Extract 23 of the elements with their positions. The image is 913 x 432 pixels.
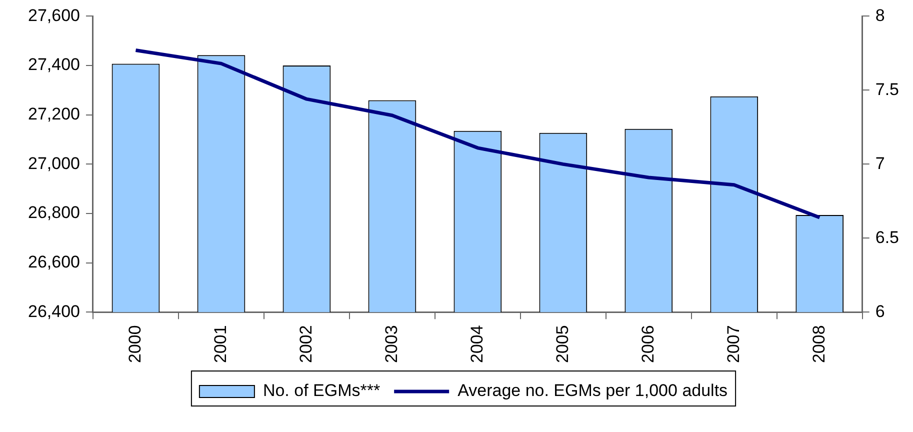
x-tick-label: 2002 xyxy=(296,325,316,364)
x-tick-label: 2007 xyxy=(724,325,743,364)
y-tick-label: 27,200 xyxy=(28,104,80,124)
y-tick-label: 27,000 xyxy=(28,154,80,173)
y2-tick-label: 7.5 xyxy=(875,80,900,99)
y-tick-label: 26,600 xyxy=(28,252,80,272)
legend-label: No. of EGMs*** xyxy=(262,381,380,400)
x-tick-label: 2003 xyxy=(382,325,401,364)
x-tick-label: 2000 xyxy=(125,325,144,364)
x-tick-label: 2005 xyxy=(552,325,572,364)
y2-tick-label: 8 xyxy=(875,6,885,25)
y-tick-label: 26,800 xyxy=(28,203,80,222)
x-tick-label: 2004 xyxy=(467,325,486,364)
y-tick-label: 27,400 xyxy=(28,55,80,74)
y-tick-label: 27,600 xyxy=(28,6,80,25)
legend-label: Average no. EGMs per 1,000 adults xyxy=(458,381,728,400)
y2-tick-label: 6.5 xyxy=(875,228,900,247)
y-tick-label: 26,400 xyxy=(28,302,80,321)
y2-tick-label: 6 xyxy=(875,302,885,321)
y2-tick-label: 7 xyxy=(875,154,885,173)
x-tick-label: 2006 xyxy=(638,325,658,364)
x-tick-label: 2008 xyxy=(809,325,828,364)
x-tick-label: 2001 xyxy=(210,325,230,364)
